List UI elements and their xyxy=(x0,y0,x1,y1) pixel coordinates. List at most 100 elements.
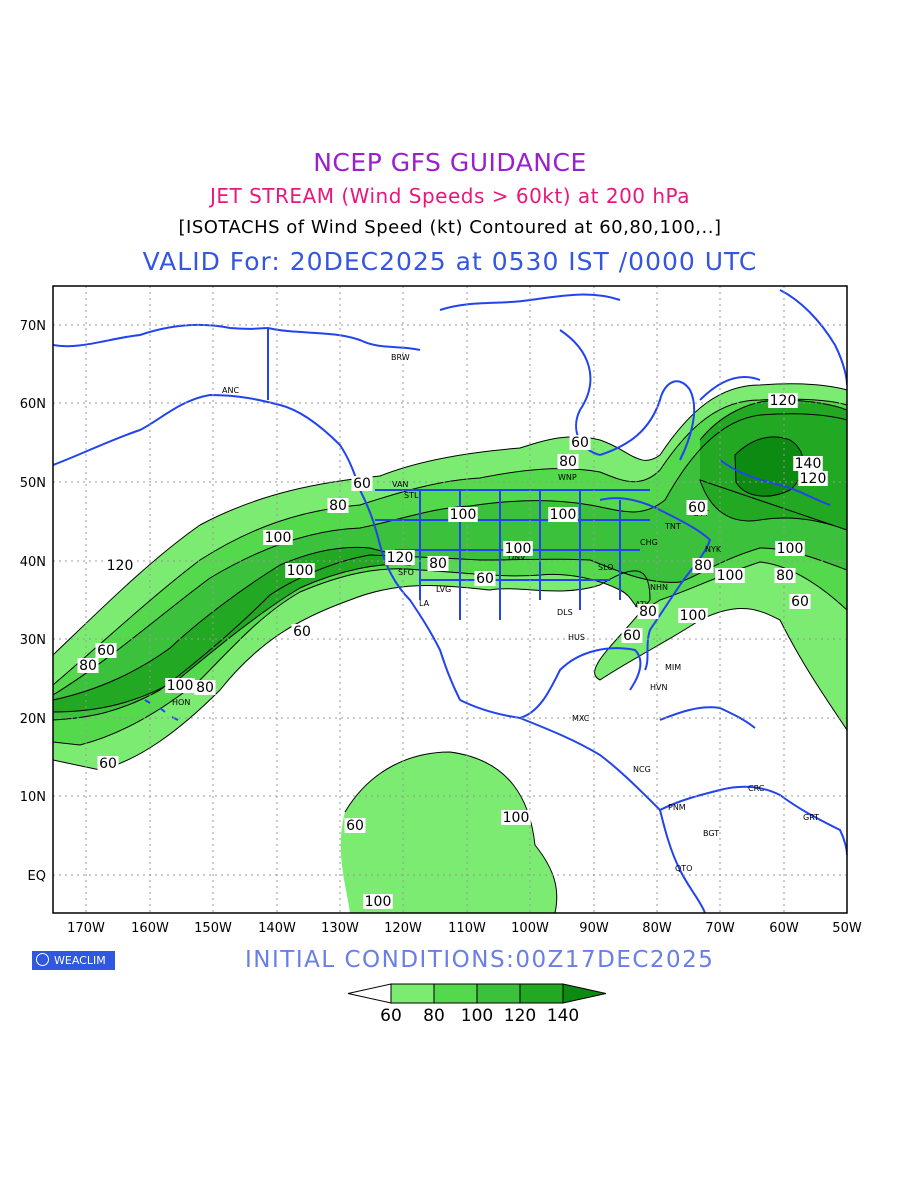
contour-label: 60 xyxy=(97,643,115,659)
contour-label-bg xyxy=(448,507,478,522)
legend-value-140: 140 xyxy=(547,1006,579,1026)
contour-label-bg xyxy=(692,558,714,573)
lat-tick-20N: 20N xyxy=(20,712,46,727)
city-nhn: NHN xyxy=(650,583,668,592)
legend-value-100: 100 xyxy=(461,1006,493,1026)
contour-label: 80 xyxy=(559,454,577,470)
weaclim-logo: WEACLIM xyxy=(32,951,115,970)
title-product: JET STREAM (Wind Speeds > 60kt) at 200 h… xyxy=(210,184,690,208)
city-mim: MIM xyxy=(665,663,681,672)
contour-label: 120 xyxy=(387,550,414,566)
lat-tick-60N: 60N xyxy=(20,397,46,412)
contour-label: 100 xyxy=(287,563,314,579)
contour-label: 100 xyxy=(550,507,577,523)
contour-label-bg xyxy=(427,556,449,571)
contour-label-bg xyxy=(285,563,315,578)
city-dnv: DNV xyxy=(508,553,526,562)
lon-tick-100W: 100W xyxy=(511,921,549,936)
lon-tick-170W: 170W xyxy=(67,921,105,936)
contour-label: 60 xyxy=(476,571,494,587)
longitude-tick-labels: 170W 160W 150W 140W 130W 120W 110W 100W 90W 80W 70… xyxy=(67,921,862,936)
city-labels: ANCBRWVANSTLWNPOTTTNTNYKCHGSLODNVSFOLVGL… xyxy=(172,353,819,873)
lat-tick-EQ: EQ xyxy=(28,869,46,884)
title-valid-time: VALID For: 20DEC2025 at 0530 IST /0000 U… xyxy=(142,247,758,276)
contour-label: 60 xyxy=(353,476,371,492)
city-lvg: LVG xyxy=(436,585,451,594)
contour-label-bg xyxy=(793,456,823,471)
legend-swatch-below xyxy=(347,983,392,1004)
legend-value-120: 120 xyxy=(504,1006,536,1026)
lon-tick-70W: 70W xyxy=(705,921,735,936)
contour-label-bg xyxy=(474,571,496,586)
legend-swatch-above xyxy=(562,983,607,1004)
contour-label: 60 xyxy=(791,594,809,610)
contour-label-bg xyxy=(548,507,578,522)
contour-label: 100 xyxy=(717,568,744,584)
latitude-tick-labels: 70N 60N 50N 40N 30N 20N 10N EQ xyxy=(20,319,46,884)
contour-label: 120 xyxy=(107,558,134,574)
lon-tick-60W: 60W xyxy=(769,921,799,936)
legend-value-60: 60 xyxy=(380,1006,402,1026)
lon-tick-90W: 90W xyxy=(579,921,609,936)
lon-tick-110W: 110W xyxy=(448,921,486,936)
contour-label: 60 xyxy=(688,500,706,516)
contour-label-bg xyxy=(678,608,708,623)
contour-label-bg xyxy=(501,810,531,825)
lon-tick-80W: 80W xyxy=(642,921,672,936)
contour-labels: 60 80 100 100 80 60 60 80 100 100 100 120 80 60 60 80 10… xyxy=(77,393,828,910)
contour-label: 60 xyxy=(571,435,589,451)
color-legend: 60 80 100 120 140 xyxy=(347,983,607,1026)
contour-label-bg xyxy=(621,628,643,643)
contour-label: 60 xyxy=(623,628,641,644)
city-crc: CRC xyxy=(748,784,765,793)
contour-label: 80 xyxy=(639,604,657,620)
legend-swatch-3 xyxy=(476,983,521,1004)
city-tnt: TNT xyxy=(664,522,681,531)
city-brw: BRW xyxy=(391,353,410,362)
title-contour-info: [ISOTACHS of Wind Speed (kt) Contoured a… xyxy=(178,217,722,238)
contour-label: 100 xyxy=(777,541,804,557)
contour-label: 100 xyxy=(680,608,707,624)
contour-label: 100 xyxy=(505,541,532,557)
contour-label: 120 xyxy=(770,393,797,409)
city-mxc: MXC xyxy=(572,714,590,723)
legend-swatch-4 xyxy=(519,983,564,1004)
isotach-80-fill xyxy=(53,399,847,745)
contour-label: 60 xyxy=(346,818,364,834)
city-hvn: HVN xyxy=(650,683,667,692)
contour-label: 80 xyxy=(429,556,447,572)
contour-label-bg xyxy=(327,498,349,513)
city-sfo: SFO xyxy=(398,568,414,577)
graticule xyxy=(53,286,847,913)
lat-tick-30N: 30N xyxy=(20,633,46,648)
contour-label: 80 xyxy=(776,568,794,584)
logo-circle-icon xyxy=(36,953,49,966)
city-slo: SLO xyxy=(598,563,614,572)
contour-label: 80 xyxy=(196,680,214,696)
city-chg: CHG xyxy=(640,538,658,547)
title-model: NCEP GFS GUIDANCE xyxy=(313,148,587,177)
lon-tick-130W: 130W xyxy=(321,921,359,936)
legend-value-80: 80 xyxy=(423,1006,445,1026)
city-la: LA xyxy=(419,599,430,608)
contour-label-bg xyxy=(774,568,796,583)
contour-label-bg xyxy=(363,894,393,909)
lon-tick-120W: 120W xyxy=(384,921,422,936)
city-bgt: BGT xyxy=(703,829,719,838)
contour-label-bg xyxy=(798,471,828,486)
city-wnp: WNP xyxy=(558,473,577,482)
contour-label-bg xyxy=(194,680,216,695)
map-frame xyxy=(52,285,848,914)
legend-swatch-2 xyxy=(433,983,478,1004)
legend-swatch-1 xyxy=(390,983,435,1004)
contour-label-bg xyxy=(95,643,117,658)
contour-label-bg xyxy=(263,530,293,545)
contour-label-bg xyxy=(351,476,373,491)
contour-label: 100 xyxy=(365,894,392,910)
city-dls: DLS xyxy=(557,608,573,617)
contour-label-bg xyxy=(97,756,119,771)
contour-label-bg xyxy=(344,818,366,833)
city-nyk: NYK xyxy=(705,545,722,554)
contour-label-bg xyxy=(768,393,798,408)
